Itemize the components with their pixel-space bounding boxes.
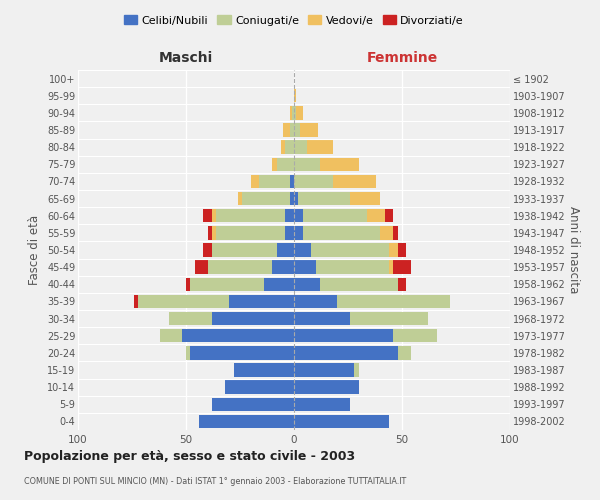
- Bar: [186, 346, 190, 360]
- Bar: [294, 329, 394, 342]
- Bar: [160, 329, 182, 342]
- Bar: [298, 192, 350, 205]
- Bar: [212, 209, 216, 222]
- Bar: [290, 192, 294, 205]
- Y-axis label: Anni di nascita: Anni di nascita: [566, 206, 580, 294]
- Bar: [139, 294, 229, 308]
- Bar: [294, 244, 311, 256]
- Bar: [294, 278, 320, 291]
- Bar: [311, 244, 389, 256]
- Bar: [134, 294, 139, 308]
- Bar: [277, 158, 294, 171]
- Bar: [194, 260, 208, 274]
- Bar: [283, 124, 290, 136]
- Bar: [286, 140, 294, 154]
- Bar: [212, 398, 294, 411]
- Bar: [389, 244, 398, 256]
- Text: Popolazione per età, sesso e stato civile - 2003: Popolazione per età, sesso e stato civil…: [24, 450, 355, 463]
- Bar: [199, 414, 294, 428]
- Bar: [169, 312, 212, 326]
- Bar: [277, 244, 294, 256]
- Y-axis label: Fasce di età: Fasce di età: [28, 215, 41, 285]
- Bar: [272, 158, 277, 171]
- Bar: [294, 364, 355, 376]
- Bar: [203, 209, 212, 222]
- Bar: [238, 192, 242, 205]
- Bar: [216, 226, 286, 239]
- Bar: [182, 329, 294, 342]
- Bar: [203, 244, 212, 256]
- Bar: [350, 312, 428, 326]
- Bar: [286, 209, 294, 222]
- Bar: [394, 226, 398, 239]
- Bar: [316, 260, 389, 274]
- Bar: [294, 209, 302, 222]
- Bar: [294, 312, 350, 326]
- Bar: [294, 226, 302, 239]
- Bar: [294, 260, 316, 274]
- Bar: [294, 89, 296, 102]
- Bar: [290, 124, 294, 136]
- Bar: [242, 192, 290, 205]
- Bar: [389, 260, 394, 274]
- Bar: [212, 244, 277, 256]
- Bar: [294, 192, 298, 205]
- Bar: [229, 294, 294, 308]
- Bar: [264, 278, 294, 291]
- Bar: [251, 174, 259, 188]
- Text: Femmine: Femmine: [367, 51, 437, 65]
- Bar: [367, 209, 385, 222]
- Bar: [290, 106, 292, 120]
- Bar: [333, 174, 376, 188]
- Bar: [294, 158, 320, 171]
- Bar: [208, 226, 212, 239]
- Bar: [186, 278, 190, 291]
- Text: Maschi: Maschi: [159, 51, 213, 65]
- Bar: [272, 260, 294, 274]
- Bar: [294, 380, 359, 394]
- Bar: [212, 312, 294, 326]
- Bar: [294, 294, 337, 308]
- Bar: [394, 260, 410, 274]
- Bar: [302, 226, 380, 239]
- Bar: [337, 294, 449, 308]
- Bar: [398, 244, 406, 256]
- Bar: [259, 174, 290, 188]
- Text: COMUNE DI PONTI SUL MINCIO (MN) - Dati ISTAT 1° gennaio 2003 - Elaborazione TUTT: COMUNE DI PONTI SUL MINCIO (MN) - Dati I…: [24, 478, 406, 486]
- Bar: [233, 364, 294, 376]
- Bar: [320, 278, 398, 291]
- Bar: [292, 106, 294, 120]
- Bar: [398, 278, 406, 291]
- Bar: [216, 209, 286, 222]
- Bar: [281, 140, 286, 154]
- Bar: [380, 226, 394, 239]
- Bar: [320, 158, 359, 171]
- Bar: [294, 124, 301, 136]
- Legend: Celibi/Nubili, Coniugati/e, Vedovi/e, Divorziati/e: Celibi/Nubili, Coniugati/e, Vedovi/e, Di…: [119, 11, 469, 30]
- Bar: [355, 364, 359, 376]
- Bar: [385, 209, 394, 222]
- Bar: [294, 140, 307, 154]
- Bar: [208, 260, 272, 274]
- Bar: [301, 124, 318, 136]
- Bar: [190, 346, 294, 360]
- Bar: [294, 106, 296, 120]
- Bar: [190, 278, 264, 291]
- Bar: [350, 192, 380, 205]
- Bar: [394, 329, 437, 342]
- Bar: [294, 174, 333, 188]
- Bar: [212, 226, 216, 239]
- Bar: [225, 380, 294, 394]
- Bar: [294, 346, 398, 360]
- Bar: [294, 398, 350, 411]
- Bar: [296, 106, 302, 120]
- Bar: [294, 414, 389, 428]
- Bar: [302, 209, 367, 222]
- Bar: [307, 140, 333, 154]
- Bar: [290, 174, 294, 188]
- Bar: [286, 226, 294, 239]
- Bar: [398, 346, 410, 360]
